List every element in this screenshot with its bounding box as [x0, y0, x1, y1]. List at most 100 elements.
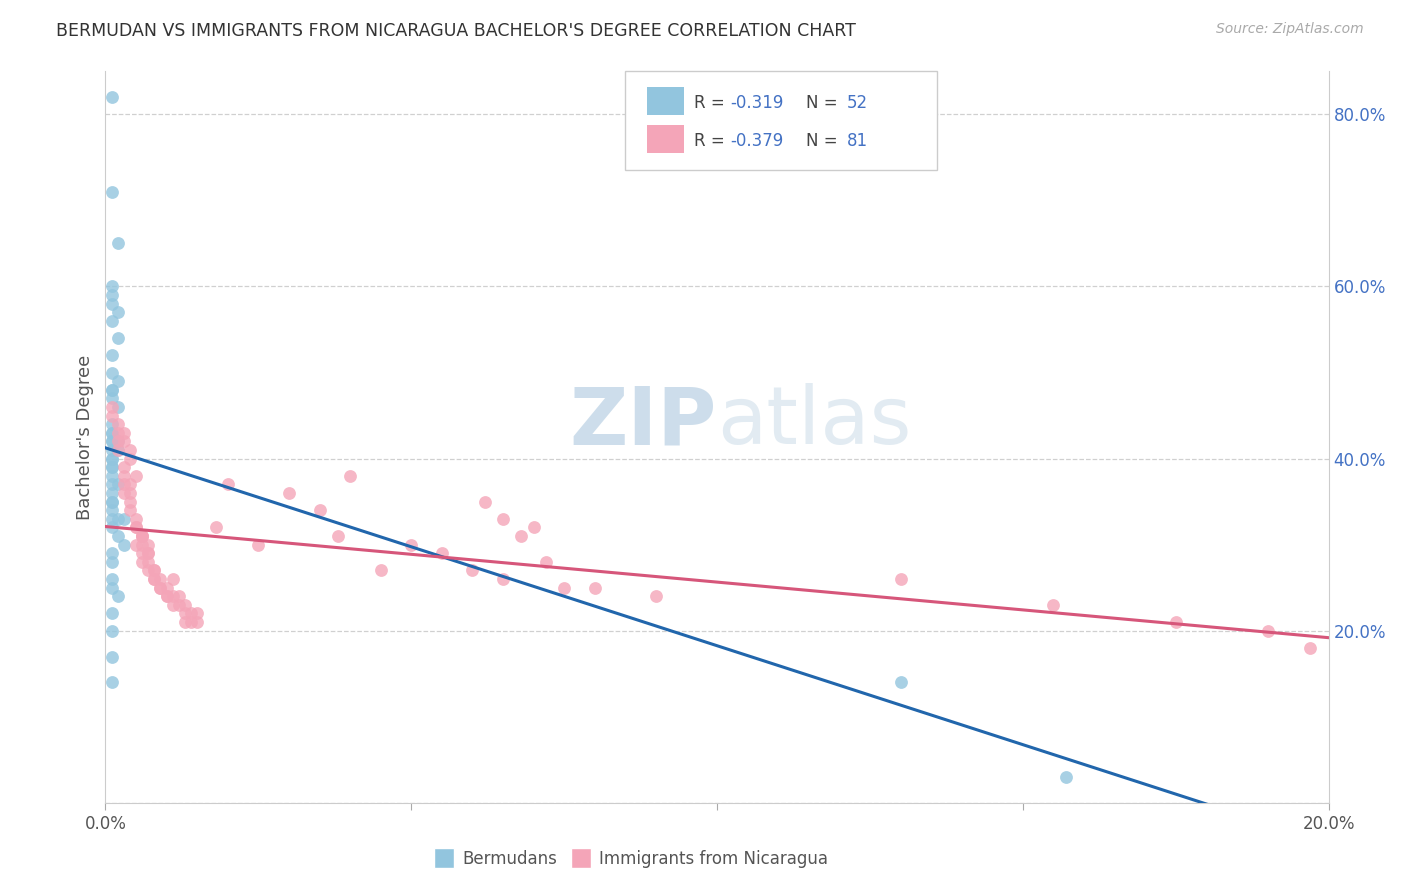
Point — [100, 366, 122, 380]
Point — [100, 288, 122, 302]
Point — [162, 572, 184, 586]
Point — [100, 520, 122, 534]
Point — [136, 546, 159, 560]
Point — [107, 434, 129, 449]
Legend: Bermudans, Immigrants from Nicaragua: Bermudans, Immigrants from Nicaragua — [427, 844, 835, 875]
Point — [155, 581, 177, 595]
Point — [100, 279, 122, 293]
Point — [510, 529, 533, 543]
Point — [143, 564, 166, 578]
Point — [100, 348, 122, 362]
Text: -0.319: -0.319 — [731, 94, 785, 112]
FancyBboxPatch shape — [626, 71, 938, 170]
Point — [131, 529, 153, 543]
Point — [100, 546, 122, 560]
Point — [107, 305, 129, 319]
Point — [125, 538, 148, 552]
Point — [100, 392, 122, 406]
Point — [125, 468, 148, 483]
Point — [118, 503, 141, 517]
Point — [1054, 770, 1077, 784]
Text: Source: ZipAtlas.com: Source: ZipAtlas.com — [1216, 22, 1364, 37]
Point — [118, 477, 141, 491]
Point — [100, 383, 122, 397]
Point — [107, 477, 129, 491]
Point — [131, 538, 153, 552]
Point — [100, 468, 122, 483]
Point — [1299, 640, 1322, 655]
Point — [107, 512, 129, 526]
Point — [131, 546, 153, 560]
Point — [100, 434, 122, 449]
Point — [107, 589, 129, 603]
Point — [107, 374, 129, 388]
Point — [107, 425, 129, 440]
Point — [131, 529, 153, 543]
Point — [107, 442, 129, 457]
Text: R =: R = — [693, 132, 730, 150]
Text: R =: R = — [693, 94, 730, 112]
Point — [155, 589, 177, 603]
Point — [583, 581, 606, 595]
Point — [136, 546, 159, 560]
Point — [474, 494, 496, 508]
Point — [339, 468, 361, 483]
Point — [112, 434, 135, 449]
Point — [180, 615, 202, 629]
Point — [523, 520, 546, 534]
Point — [167, 589, 190, 603]
Point — [107, 236, 129, 251]
Point — [100, 503, 122, 517]
Point — [143, 572, 166, 586]
Point — [100, 494, 122, 508]
Text: N =: N = — [807, 94, 844, 112]
Point — [100, 185, 122, 199]
Point — [100, 442, 122, 457]
Point — [100, 383, 122, 397]
Point — [401, 538, 423, 552]
Point — [100, 572, 122, 586]
Point — [149, 581, 172, 595]
Point — [889, 572, 911, 586]
Point — [162, 598, 184, 612]
Point — [100, 486, 122, 500]
Point — [100, 581, 122, 595]
Point — [430, 546, 453, 560]
Point — [112, 468, 135, 483]
Point — [112, 486, 135, 500]
Point — [174, 615, 197, 629]
Point — [100, 451, 122, 466]
Text: ZIP: ZIP — [569, 384, 717, 461]
Point — [112, 538, 135, 552]
Text: N =: N = — [807, 132, 844, 150]
Point — [308, 503, 330, 517]
Point — [100, 649, 122, 664]
Point — [149, 581, 172, 595]
Point — [112, 477, 135, 491]
Point — [100, 460, 122, 475]
Point — [492, 512, 515, 526]
FancyBboxPatch shape — [647, 126, 685, 153]
Point — [107, 400, 129, 414]
Point — [100, 624, 122, 638]
Point — [107, 442, 129, 457]
Point — [107, 434, 129, 449]
Text: -0.379: -0.379 — [731, 132, 783, 150]
Point — [370, 564, 392, 578]
Text: BERMUDAN VS IMMIGRANTS FROM NICARAGUA BACHELOR'S DEGREE CORRELATION CHART: BERMUDAN VS IMMIGRANTS FROM NICARAGUA BA… — [56, 22, 856, 40]
Point — [125, 520, 148, 534]
Point — [118, 442, 141, 457]
Text: 81: 81 — [846, 132, 868, 150]
Point — [100, 417, 122, 432]
FancyBboxPatch shape — [647, 87, 685, 115]
Point — [131, 555, 153, 569]
Point — [100, 296, 122, 310]
Point — [100, 409, 122, 423]
Point — [112, 512, 135, 526]
Point — [100, 477, 122, 491]
Point — [889, 675, 911, 690]
Point — [100, 512, 122, 526]
Point — [461, 564, 484, 578]
Point — [186, 607, 208, 621]
Point — [100, 425, 122, 440]
